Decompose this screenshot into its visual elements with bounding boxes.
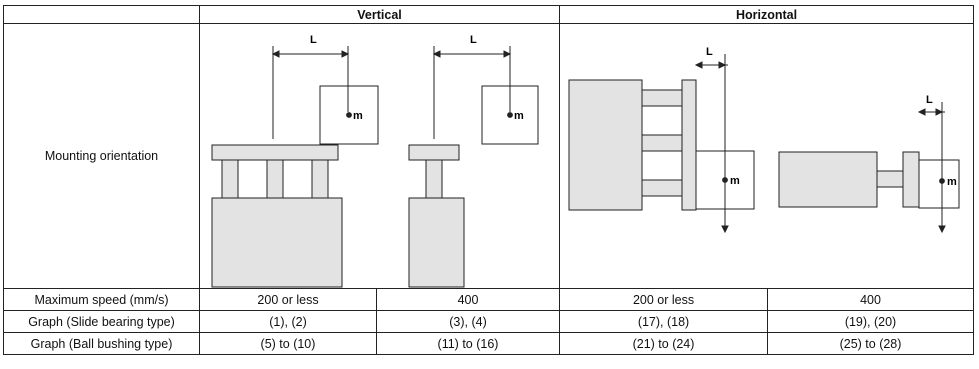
body-block [408,197,465,288]
header-row: Vertical Horizontal [3,5,975,24]
group-horizontal: Horizontal [559,5,975,24]
horizontal-diagrams-cell: L m L m [559,23,975,289]
header-blank-cell [3,5,200,24]
table-row: Graph (Slide bearing type) (1), (2) (3),… [3,310,975,333]
diagram-row: Mounting orientation L m [3,23,975,289]
plate [408,144,460,161]
guide-rod [641,179,683,197]
body-block [211,197,343,288]
table-cell: (1), (2) [199,310,377,333]
mass-point [507,112,513,118]
guide-rod [221,159,239,199]
table-cell: 200 or less [199,288,377,311]
mounting-orientation-label: Mounting orientation [3,23,200,289]
dim-label-l: L [470,34,477,46]
row-label: Graph (Ball bushing type) [3,332,200,355]
table-cell: (17), (18) [559,310,769,333]
body-block [778,151,878,208]
horizontal-diagram-fast [778,102,960,234]
vertical-diagrams: L m L m [211,34,539,288]
table-cell: (19), (20) [767,310,975,333]
table-cell: 400 [375,288,561,311]
body-block [568,79,643,211]
guide-rod [311,159,329,199]
table-cell: 400 [767,288,975,311]
mass-point [939,178,945,184]
piston-rod [425,159,443,199]
mass-label-m: m [514,110,524,122]
dim-label-l: L [310,34,317,46]
row-label: Graph (Slide bearing type) [3,310,200,333]
plate [902,151,920,208]
dim-label-l: L [926,94,933,106]
dim-label-l: L [706,46,713,58]
piston-rod [876,170,904,188]
table-row: Graph (Ball bushing type) (5) to (10) (1… [3,332,975,355]
table-cell: (5) to (10) [199,332,377,355]
table-cell: (25) to (28) [767,332,975,355]
plate [211,144,339,161]
mass-point [722,177,728,183]
table-cell: (21) to (24) [559,332,769,355]
horizontal-diagram-slow [568,54,755,234]
piston-rod [266,159,284,199]
load-box [918,159,960,209]
guide-rod [641,89,683,107]
vertical-diagram-fast [408,46,539,288]
table-row: Maximum speed (mm/s) 200 or less 400 200… [3,288,975,311]
row-label: Maximum speed (mm/s) [3,288,200,311]
horizontal-diagrams: L m L m [568,46,960,234]
mass-label-m: m [730,175,740,187]
table-cell: (11) to (16) [375,332,561,355]
table-cell: (3), (4) [375,310,561,333]
group-vertical: Vertical [198,5,561,24]
plate [681,79,697,211]
vertical-diagrams-cell: L m L m [198,23,561,289]
piston-rod [641,134,683,152]
mass-point [346,112,352,118]
mass-label-m: m [353,110,363,122]
table-cell: 200 or less [559,288,769,311]
spec-table: Vertical Horizontal Mounting orientation [3,5,975,355]
vertical-diagram-slow [211,46,379,288]
mass-label-m: m [947,176,957,188]
